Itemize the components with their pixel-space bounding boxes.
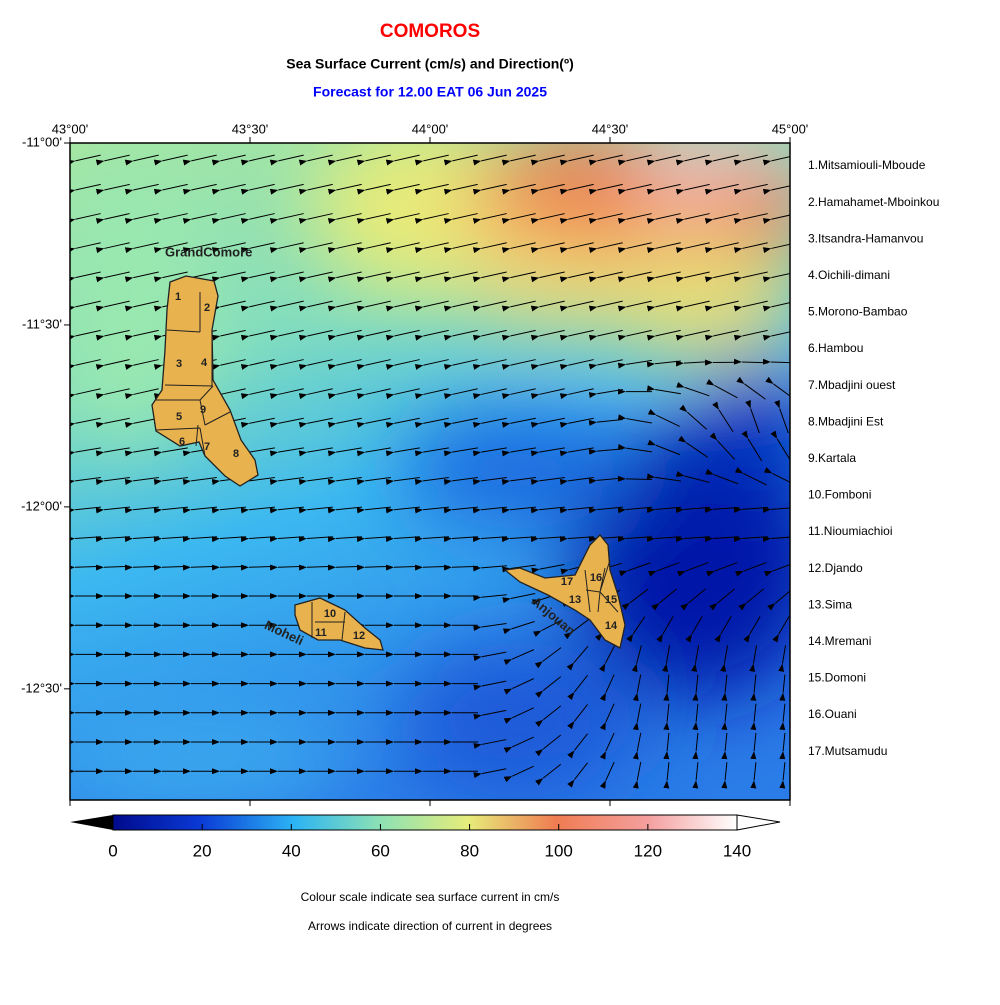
lat-label: -12°30' <box>21 680 62 695</box>
colorbar-label: 80 <box>460 841 479 860</box>
lat-label: -12°00' <box>21 498 62 513</box>
region-number: 1 <box>175 291 181 303</box>
field-blob <box>50 710 350 810</box>
region-number: 5 <box>176 411 182 423</box>
lon-label: 45°00' <box>772 121 809 136</box>
colorbar-label: 60 <box>371 841 390 860</box>
legend-entry: 13.Sima <box>808 597 852 611</box>
region-number: 8 <box>233 448 239 460</box>
legend-entry: 11.Nioumiachioi <box>808 524 893 538</box>
field-blob <box>700 170 820 250</box>
island-name: GrandComore <box>165 244 252 259</box>
legend-entry: 15.Domoni <box>808 671 866 685</box>
region-number: 9 <box>200 404 206 416</box>
colorbar-over <box>737 815 780 830</box>
legend-entry: 9.Kartala <box>808 451 856 465</box>
colorbar-label: 20 <box>193 841 212 860</box>
lat-label: -11°30' <box>22 316 62 331</box>
legend-entry: 7.Mbadjini ouest <box>808 378 896 392</box>
region-number: 13 <box>569 594 581 606</box>
note: Colour scale indicate sea surface curren… <box>301 890 560 904</box>
field-blob <box>600 240 800 360</box>
region-number: 3 <box>176 358 182 370</box>
region-number: 17 <box>561 576 573 588</box>
legend-entry: 2.Hamahamet-Mboinkou <box>808 195 939 209</box>
region-number: 10 <box>324 608 336 620</box>
lon-label: 44°00' <box>412 121 449 136</box>
region-number: 2 <box>204 302 210 314</box>
title: COMOROS <box>380 21 480 42</box>
region-number: 6 <box>179 436 185 448</box>
region-number: 15 <box>605 594 617 606</box>
colorbar-label: 140 <box>723 841 751 860</box>
field-blob <box>700 360 820 500</box>
legend-entry: 10.Fomboni <box>808 488 871 502</box>
current-arrow <box>626 479 652 480</box>
legend-entry: 17.Mutsamudu <box>808 744 887 758</box>
note: Arrows indicate direction of current in … <box>308 919 552 933</box>
lon-label: 44°30' <box>592 121 629 136</box>
colorbar-label: 100 <box>545 841 573 860</box>
colorbar-under <box>70 815 113 830</box>
region-number: 7 <box>204 441 210 453</box>
lat-label: -11°00' <box>22 134 62 149</box>
subtitle: Sea Surface Current (cm/s) and Direction… <box>286 56 574 72</box>
legend-entry: 8.Mbadjini Est <box>808 414 884 428</box>
colorbar-label: 120 <box>634 841 662 860</box>
colorbar-label: 40 <box>282 841 301 860</box>
current-field <box>50 120 830 810</box>
field-blob <box>400 410 640 530</box>
legend-entry: 6.Hambou <box>808 341 863 355</box>
legend-entry: 1.Mitsamiouli-Mboude <box>808 158 926 172</box>
field-blob <box>400 640 640 800</box>
legend-entry: 4.Oichili-dimani <box>808 268 890 282</box>
region-number: 4 <box>201 357 208 369</box>
legend-entry: 5.Morono-Bambao <box>808 305 908 319</box>
legend-entry: 12.Djando <box>808 561 863 575</box>
region-number: 16 <box>590 572 602 584</box>
legend-entry: 16.Ouani <box>808 707 857 721</box>
legend-entry: 3.Itsandra-Hamanvou <box>808 231 923 245</box>
colorbar-label: 0 <box>108 841 117 860</box>
region-number: 12 <box>353 630 365 642</box>
colorbar <box>113 815 737 830</box>
region-number: 14 <box>605 620 618 632</box>
legend-entry: 14.Mremani <box>808 634 871 648</box>
lon-label: 43°30' <box>232 121 269 136</box>
forecast: Forecast for 12.00 EAT 06 Jun 2025 <box>313 84 547 100</box>
region-number: 11 <box>315 627 327 639</box>
